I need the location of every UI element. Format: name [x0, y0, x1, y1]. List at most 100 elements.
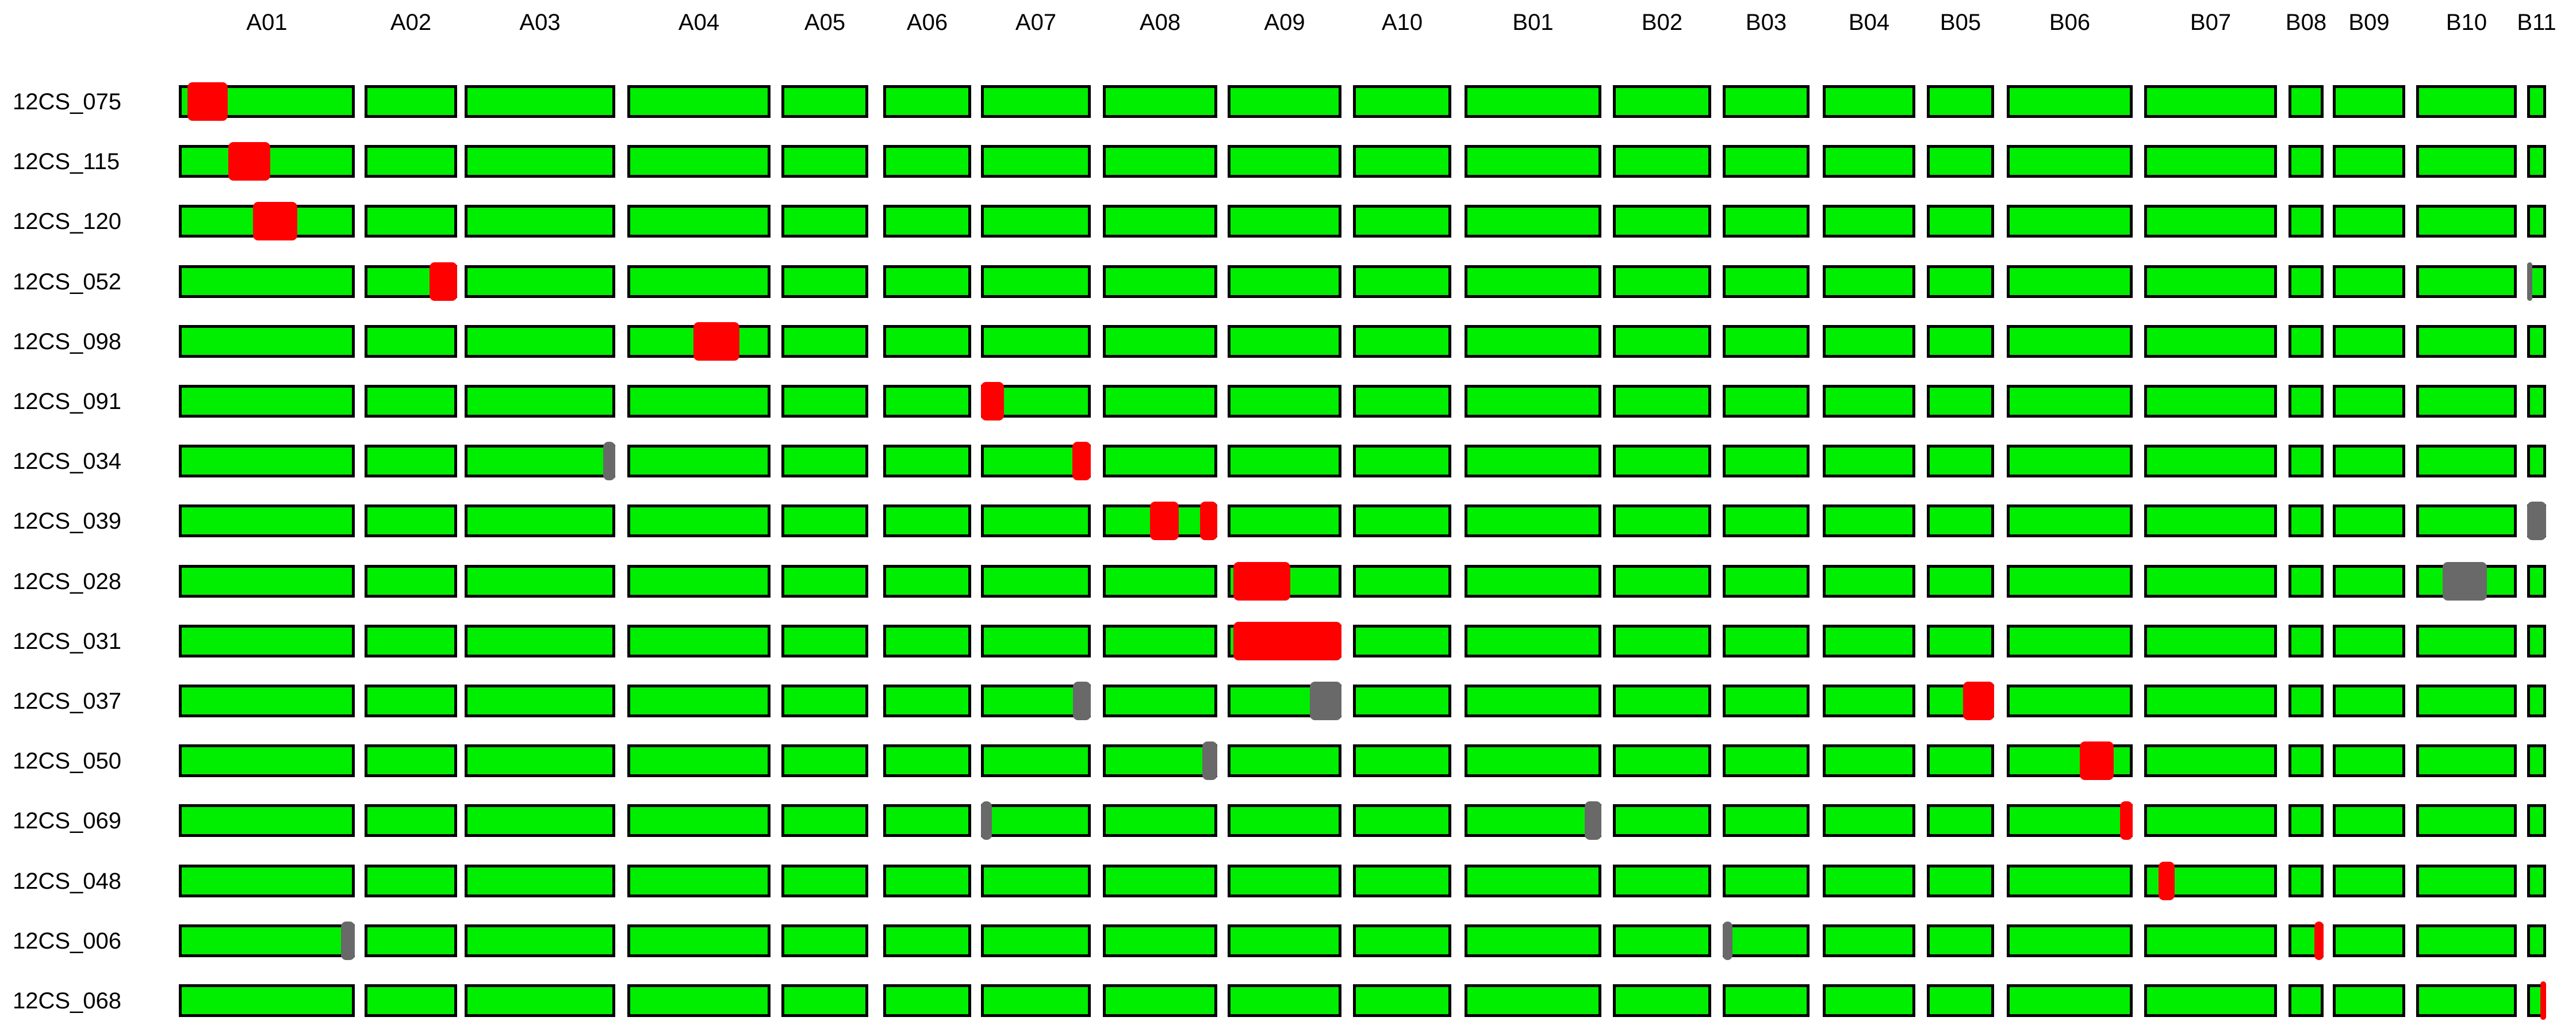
chromosome-bar-12CS_069-A05 — [781, 804, 868, 837]
chromosome-bar-12CS_098-A09 — [1228, 325, 1341, 358]
chromosome-bar-12CS_050-A04 — [627, 744, 770, 777]
chromosome-bar-12CS_091-B03 — [1723, 385, 1810, 418]
chromosome-bar-12CS_098-B06 — [2007, 325, 2133, 358]
chromosome-bar-12CS_006-A03 — [465, 924, 615, 957]
chromosome-bar-12CS_037-B09 — [2333, 685, 2405, 717]
chromosome-bar-12CS_028-A03 — [465, 565, 615, 598]
column-header-B10: B10 — [2445, 10, 2487, 35]
row-label-12CS_075: 12CS_075 — [13, 89, 122, 114]
chromosome-bar-12CS_075-B06 — [2007, 85, 2133, 118]
chromosome-bar-12CS_068-A08 — [1103, 984, 1217, 1017]
chromosome-bar-12CS_075-B07 — [2144, 85, 2277, 118]
chromosome-bar-12CS_034-B04 — [1823, 445, 1915, 477]
chromosome-bar-12CS_006-A01 — [179, 924, 355, 957]
chromosome-bar-12CS_006-A02 — [365, 924, 457, 957]
chromosome-bar-12CS_098-B07 — [2144, 325, 2277, 358]
chromosome-bar-12CS_068-B07 — [2144, 984, 2277, 1017]
chromosome-bar-12CS_075-A03 — [465, 85, 615, 118]
row-label-12CS_028: 12CS_028 — [13, 569, 122, 594]
chromosome-bar-12CS_034-B07 — [2144, 445, 2277, 477]
chromosome-bar-12CS_069-B09 — [2333, 804, 2405, 837]
chromosome-bar-12CS_075-B02 — [1613, 85, 1711, 118]
chromosome-bar-12CS_115-B05 — [1927, 145, 1994, 178]
chromosome-bar-12CS_098-A07 — [981, 325, 1091, 358]
chromosome-bar-12CS_075-A02 — [365, 85, 457, 118]
chromosome-bar-12CS_048-B02 — [1613, 865, 1711, 897]
chromosome-bar-12CS_034-A03 — [465, 445, 615, 477]
column-header-A09: A09 — [1264, 10, 1305, 35]
chromosome-bar-12CS_091-B08 — [2288, 385, 2324, 418]
chromosome-bar-12CS_075-B04 — [1823, 85, 1915, 118]
chromosome-bar-12CS_028-A08 — [1103, 565, 1217, 598]
chromosome-bar-12CS_120-B09 — [2333, 205, 2405, 238]
chromosome-bar-12CS_050-B05 — [1927, 744, 1994, 777]
chromosome-bar-12CS_006-A04 — [627, 924, 770, 957]
chromosome-bar-12CS_034-A01 — [179, 445, 355, 477]
chromosome-bar-12CS_034-B08 — [2288, 445, 2324, 477]
chromosome-bar-12CS_115-A05 — [781, 145, 868, 178]
chromosome-bar-12CS_120-B06 — [2007, 205, 2133, 238]
chromosome-bar-12CS_039-B01 — [1465, 504, 1601, 537]
segment-grey-12CS_052-B11 — [2527, 262, 2532, 301]
chromosome-bar-12CS_039-B02 — [1613, 504, 1711, 537]
chromosome-bar-12CS_006-B01 — [1465, 924, 1601, 957]
row-label-12CS_068: 12CS_068 — [13, 988, 122, 1014]
chromosome-bar-12CS_039-A01 — [179, 504, 355, 537]
chromosome-bar-12CS_028-A07 — [981, 565, 1091, 598]
chromosome-bar-12CS_069-A08 — [1103, 804, 1217, 837]
chromosome-bar-12CS_098-A01 — [179, 325, 355, 358]
chromosome-bar-12CS_034-A02 — [365, 445, 457, 477]
chromosome-bar-12CS_048-B04 — [1823, 865, 1915, 897]
chromosome-bar-12CS_091-A01 — [179, 385, 355, 418]
column-header-A08: A08 — [1139, 10, 1181, 35]
chromosome-bar-12CS_091-B01 — [1465, 385, 1601, 418]
segment-grey-12CS_006-B03 — [1723, 922, 1732, 960]
chromosome-bar-12CS_120-A05 — [781, 205, 868, 238]
chromosome-bar-12CS_039-B10 — [2416, 504, 2517, 537]
chromosome-bar-12CS_028-B11 — [2527, 565, 2546, 598]
chromosome-bar-12CS_115-A04 — [627, 145, 770, 178]
chromosome-bar-12CS_048-B08 — [2288, 865, 2324, 897]
segment-red-12CS_039-A08 — [1150, 502, 1179, 540]
chromosome-bar-12CS_037-B10 — [2416, 685, 2517, 717]
column-header-B07: B07 — [2190, 10, 2232, 35]
chromosome-bar-12CS_098-B05 — [1927, 325, 1994, 358]
chromosome-bar-12CS_048-B05 — [1927, 865, 1994, 897]
chromosome-bar-12CS_075-A07 — [981, 85, 1091, 118]
chromosome-bar-12CS_069-A04 — [627, 804, 770, 837]
chromosome-bar-12CS_037-B02 — [1613, 685, 1711, 717]
chromosome-bar-12CS_069-A09 — [1228, 804, 1341, 837]
chromosome-bar-12CS_031-A02 — [365, 625, 457, 657]
chromosome-bar-12CS_048-B09 — [2333, 865, 2405, 897]
chromosome-bar-12CS_098-B10 — [2416, 325, 2517, 358]
chromosome-bar-12CS_069-B03 — [1723, 804, 1810, 837]
chromosome-bar-12CS_052-B03 — [1723, 265, 1810, 298]
segment-red-12CS_120-A01 — [253, 202, 297, 240]
chromosome-bar-12CS_050-A08 — [1103, 744, 1217, 777]
chromosome-bar-12CS_069-A02 — [365, 804, 457, 837]
chromosome-bar-12CS_069-A10 — [1353, 804, 1451, 837]
chromosome-bar-12CS_069-B07 — [2144, 804, 2277, 837]
chromosome-bar-12CS_052-B06 — [2007, 265, 2133, 298]
chromosome-bar-12CS_091-A08 — [1103, 385, 1217, 418]
chromosome-bar-12CS_028-A05 — [781, 565, 868, 598]
chromosome-bar-12CS_068-B04 — [1823, 984, 1915, 1017]
chromosome-bar-12CS_120-A07 — [981, 205, 1091, 238]
column-header-B01: B01 — [1512, 10, 1554, 35]
chromosome-bar-12CS_031-B07 — [2144, 625, 2277, 657]
chromosome-bar-12CS_028-B01 — [1465, 565, 1601, 598]
chromosome-bar-12CS_037-A02 — [365, 685, 457, 717]
chromosome-bar-12CS_028-A10 — [1353, 565, 1451, 598]
chromosome-bar-12CS_091-A09 — [1228, 385, 1341, 418]
chromosome-bar-12CS_037-A06 — [883, 685, 971, 717]
chromosome-bar-12CS_031-B06 — [2007, 625, 2133, 657]
chromosome-bar-12CS_075-A04 — [627, 85, 770, 118]
column-header-B03: B03 — [1745, 10, 1787, 35]
row-label-12CS_052: 12CS_052 — [13, 269, 122, 295]
segment-grey-12CS_037-A09 — [1310, 682, 1341, 720]
chromosome-bar-12CS_052-A10 — [1353, 265, 1451, 298]
chromosome-bar-12CS_098-B02 — [1613, 325, 1711, 358]
chromosome-bar-12CS_068-B10 — [2416, 984, 2517, 1017]
chromosome-bar-12CS_115-A08 — [1103, 145, 1217, 178]
chromosome-bar-12CS_048-A03 — [465, 865, 615, 897]
